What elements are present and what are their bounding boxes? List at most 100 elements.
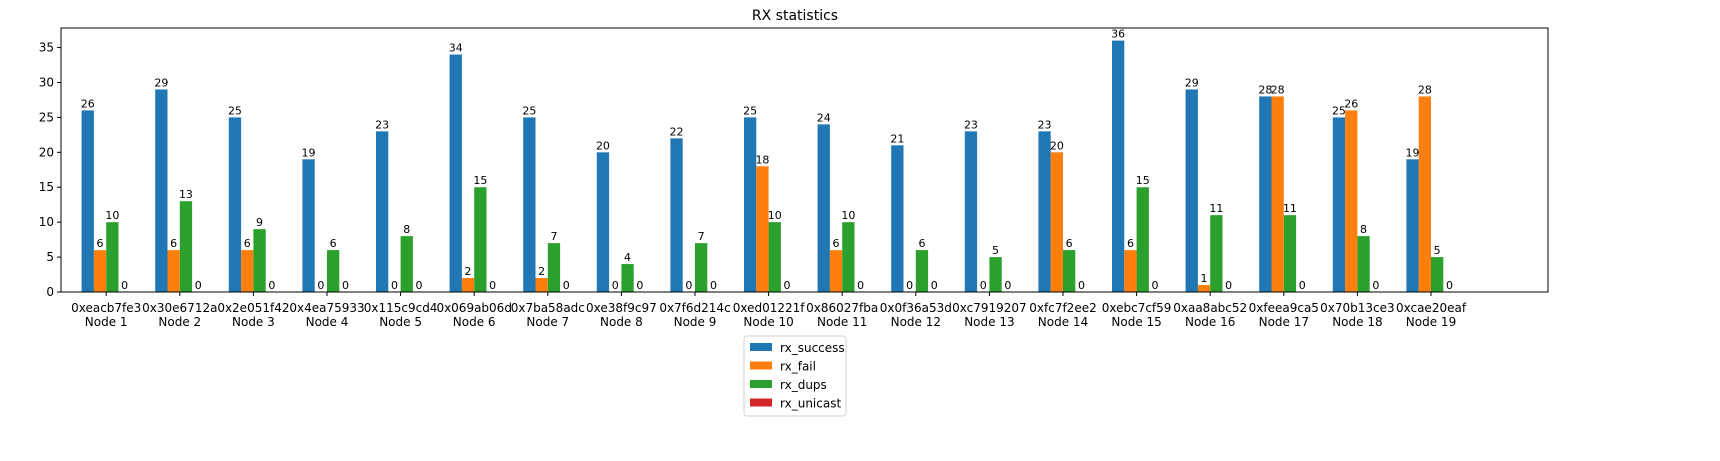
- data-label-rx_unicast: 0: [636, 279, 643, 292]
- x-tick-label: 0xed01221f Node 10: [733, 301, 806, 329]
- data-label-rx_dups: 7: [698, 230, 705, 243]
- bar-rx_success: [1332, 117, 1346, 293]
- bar-rx_success: [228, 117, 242, 293]
- bar-rx_success: [1259, 96, 1272, 292]
- data-label-rx_fail: 0: [980, 279, 987, 292]
- x-tick-label: 0x70b13ce3 Node 18: [1320, 301, 1395, 329]
- bar-rx_fail: [1271, 96, 1284, 292]
- bar-rx_dups: [1136, 187, 1149, 292]
- x-tick-label: 0xebc7cf59 Node 15: [1102, 301, 1172, 329]
- bar-rx_dups: [989, 257, 1002, 292]
- bar-rx_fail: [829, 250, 843, 292]
- data-label-rx_success: 20: [596, 139, 610, 152]
- bar-rx_success: [817, 124, 830, 292]
- bar-rx_dups: [842, 222, 855, 292]
- data-label-rx_dups: 6: [1066, 237, 1073, 250]
- x-tick-label: 0x069ab06d Node 6: [436, 301, 512, 329]
- bar-rx_success: [1112, 40, 1125, 292]
- y-tick-label: 25: [39, 110, 54, 124]
- chart-title: RX statistics: [752, 8, 838, 24]
- data-label-rx_fail: 6: [833, 237, 840, 250]
- x-tick-label: 0x7f6d214c Node 9: [659, 301, 730, 329]
- data-label-rx_unicast: 0: [195, 279, 202, 292]
- x-tick-label: 0x2e051f42 Node 3: [217, 301, 289, 329]
- legend-label-rx_dups: rx_dups: [780, 378, 827, 392]
- data-label-rx_unicast: 0: [342, 279, 349, 292]
- bar-rx_success: [81, 110, 94, 292]
- bar-rx_success: [449, 54, 462, 292]
- data-label-rx_dups: 9: [256, 216, 263, 229]
- data-label-rx_unicast: 0: [710, 279, 717, 292]
- x-tick-label: 0x4ea75933 Node 4: [289, 301, 364, 329]
- bar-rx_success: [302, 159, 315, 292]
- x-tick-label: 0xfc7f2ee2 Node 14: [1029, 301, 1096, 329]
- bar-rx_success: [891, 145, 904, 292]
- data-label-rx_fail: 0: [391, 279, 398, 292]
- x-tick-label: 0xcae20eaf Node 19: [1396, 301, 1467, 329]
- data-label-rx_dups: 5: [992, 244, 999, 257]
- data-label-rx_fail: 6: [1127, 237, 1134, 250]
- bar-rx_fail: [1124, 250, 1137, 292]
- legend-box: [743, 335, 847, 417]
- bar-rx_dups: [547, 243, 561, 292]
- data-label-rx_dups: 15: [1136, 174, 1150, 187]
- x-tick-label: 0xe38f9c97 Node 8: [586, 301, 657, 329]
- bar-rx_dups: [253, 229, 266, 292]
- data-label-rx_unicast: 0: [1446, 279, 1453, 292]
- legend-swatch-rx_dups: [750, 380, 772, 388]
- data-label-rx_unicast: 0: [1078, 279, 1085, 292]
- y-tick-label: 30: [39, 75, 54, 89]
- bars-group: [81, 40, 1444, 293]
- data-label-rx_fail: 20: [1050, 139, 1064, 152]
- data-label-rx_fail: 0: [612, 279, 619, 292]
- legend-swatch-rx_success: [750, 343, 772, 351]
- data-label-rx_unicast: 0: [1372, 279, 1379, 292]
- data-label-rx_fail: 6: [97, 237, 104, 250]
- data-label-rx_success: 23: [1038, 118, 1052, 131]
- data-label-rx_success: 25: [228, 104, 242, 117]
- bar-rx_dups: [1210, 215, 1223, 292]
- data-label-rx_success: 25: [1332, 104, 1346, 117]
- data-label-rx_unicast: 0: [489, 279, 496, 292]
- legend-swatch-rx_fail: [750, 361, 772, 370]
- x-tick-label: 0x115c9cd4 Node 5: [364, 301, 438, 329]
- data-label-rx_fail: 28: [1271, 83, 1285, 96]
- data-label-rx_unicast: 0: [1004, 279, 1011, 292]
- plot-frame: [60, 27, 1549, 293]
- data-label-rx_dups: 5: [1434, 244, 1441, 257]
- x-tick-label: 0x30e6712a Node 2: [142, 301, 217, 329]
- x-tick-label: 0xaa8abc52 Node 16: [1173, 301, 1247, 329]
- y-tick-label: 0: [46, 285, 54, 299]
- x-tick-label: 0x7ba58adc Node 7: [511, 301, 585, 329]
- bar-rx_dups: [400, 236, 413, 292]
- bar-rx_fail: [93, 250, 107, 292]
- legend-label-rx_success: rx_success: [780, 341, 845, 355]
- y-axis: 0 5 10 15 20 25 30 35: [39, 41, 61, 299]
- legend-label-rx_unicast: rx_unicast: [780, 397, 841, 411]
- legend-label-rx_fail: rx_fail: [780, 360, 816, 374]
- data-label-rx_dups: 4: [624, 251, 631, 264]
- x-tick-label: 0x0f36a53d Node 12: [880, 301, 952, 329]
- data-label-rx_success: 19: [1406, 146, 1420, 159]
- bar-rx_dups: [621, 264, 634, 292]
- bar-rx_dups: [327, 250, 340, 292]
- bar-rx_fail: [241, 250, 254, 292]
- bar-rx_success: [1038, 131, 1051, 292]
- data-label-rx_fail: 2: [538, 265, 545, 278]
- data-label-rx_fail: 26: [1344, 97, 1358, 110]
- data-label-rx_fail: 0: [317, 279, 324, 292]
- data-label-rx_dups: 8: [403, 223, 410, 236]
- x-tick-label: 0xfeea9ca5 Node 17: [1249, 301, 1319, 329]
- data-label-rx_unicast: 0: [931, 279, 938, 292]
- data-label-rx_success: 34: [449, 42, 463, 55]
- data-label-rx_success: 25: [743, 104, 757, 117]
- bar-rx_success: [596, 152, 610, 292]
- data-label-rx_unicast: 0: [416, 279, 423, 292]
- data-label-rx_fail: 2: [465, 265, 472, 278]
- y-tick-label: 15: [39, 180, 54, 194]
- y-tick-label: 10: [39, 215, 54, 229]
- y-tick-label: 5: [46, 250, 54, 264]
- bar-rx_fail: [1197, 285, 1211, 292]
- data-label-rx_dups: 13: [179, 188, 193, 201]
